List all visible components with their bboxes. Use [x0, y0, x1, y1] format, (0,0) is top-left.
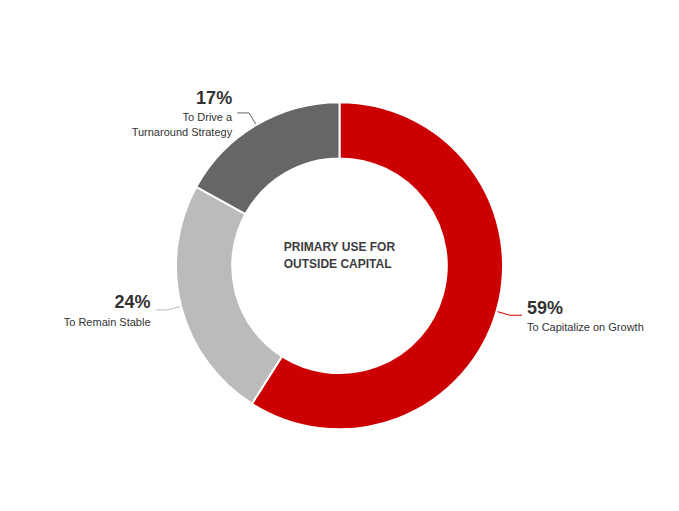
svg-text:PRIMARY USE FOR: PRIMARY USE FOR — [284, 240, 396, 254]
svg-text:To Drive a: To Drive a — [183, 111, 233, 123]
svg-text:To Capitalize on Growth: To Capitalize on Growth — [527, 321, 644, 333]
svg-text:59%: 59% — [527, 298, 563, 318]
svg-text:24%: 24% — [115, 292, 151, 312]
svg-text:Turnaround Strategy: Turnaround Strategy — [132, 126, 233, 138]
svg-text:17%: 17% — [196, 88, 232, 108]
svg-text:To Remain Stable: To Remain Stable — [64, 316, 151, 328]
svg-text:OUTSIDE CAPITAL: OUTSIDE CAPITAL — [284, 257, 392, 271]
